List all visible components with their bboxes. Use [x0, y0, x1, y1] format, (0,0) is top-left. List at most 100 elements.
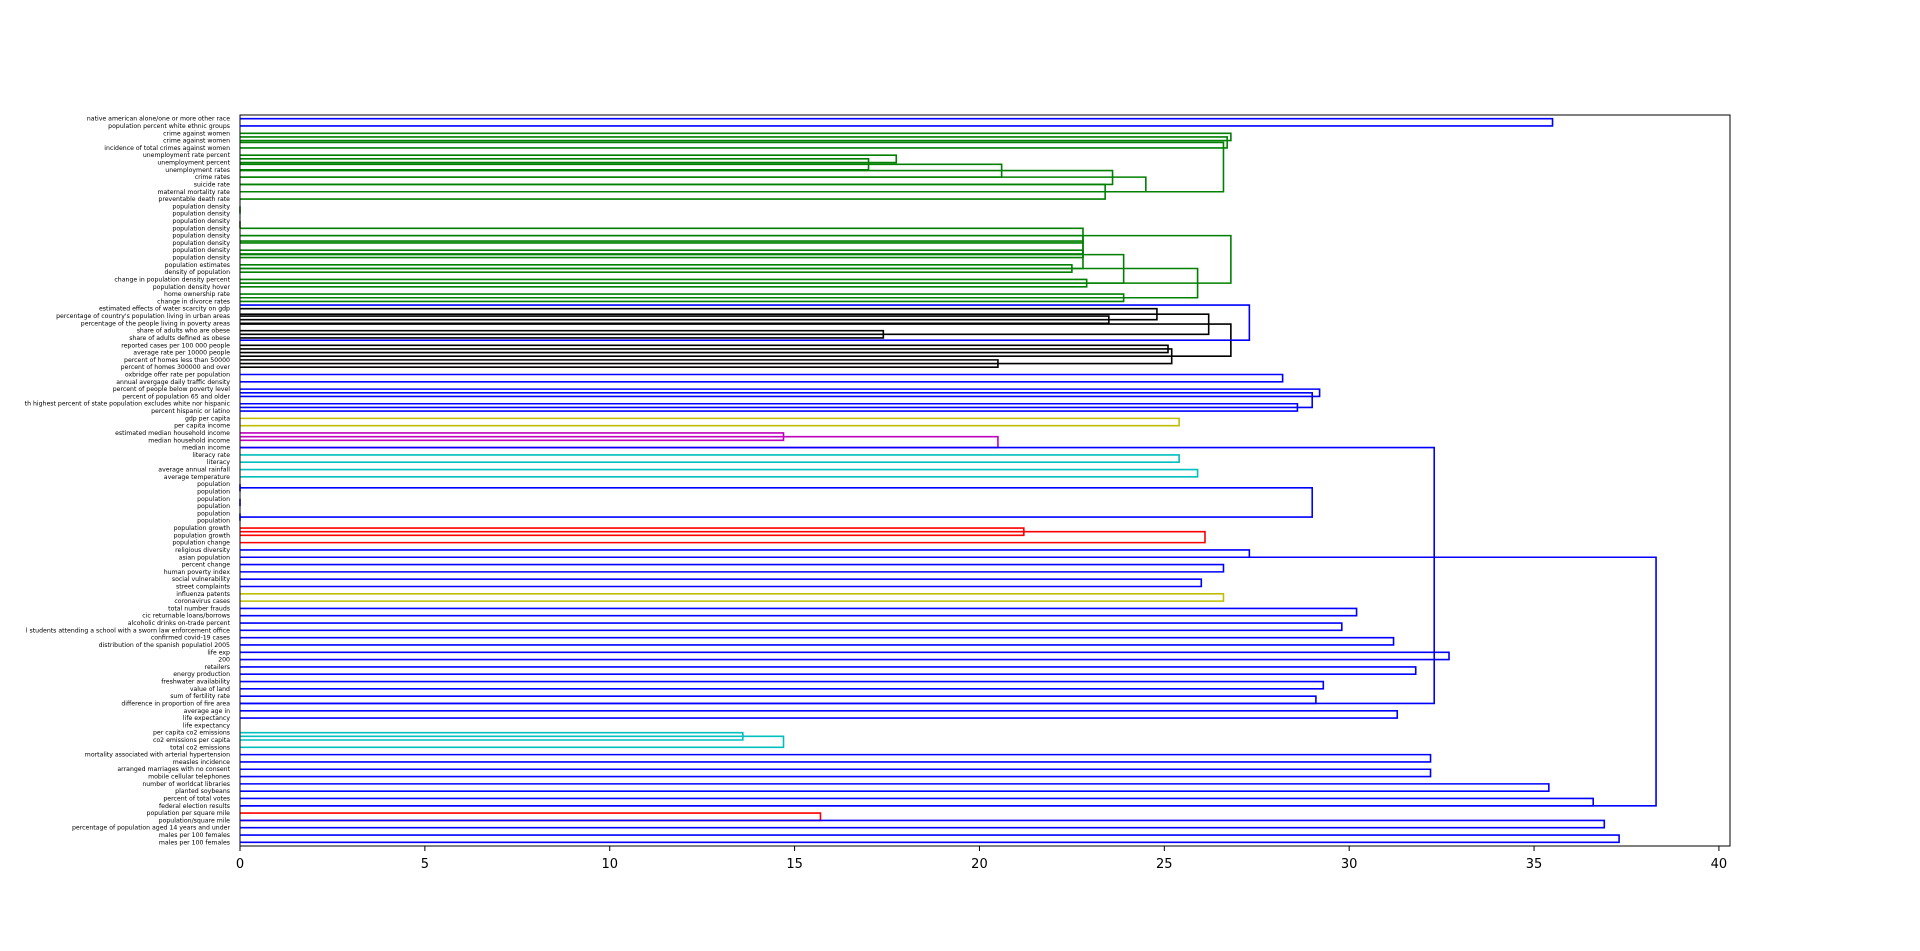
- dendrogram-links: [239, 117, 1657, 844]
- leaf-label: human poverty index: [164, 569, 231, 576]
- leaf-label: population: [197, 510, 230, 517]
- dendrogram-link: [240, 454, 1180, 464]
- dendrogram-link: [240, 132, 1232, 142]
- leaf-label: home ownership rate: [164, 291, 230, 298]
- leaf-label: percentage of country's population livin…: [56, 313, 230, 320]
- leaf-label: unemployment percent: [157, 160, 230, 167]
- dendrogram-link: [240, 487, 1314, 518]
- leaf-label: l students attending a school with a swo…: [26, 627, 230, 634]
- dendrogram-link: [240, 593, 1225, 602]
- dendrogram-link: [240, 709, 1399, 719]
- dendrogram-link: [240, 556, 1657, 807]
- dendrogram-link: [240, 797, 1594, 807]
- leaf-label: population: [197, 496, 230, 503]
- leaf-label: population growth: [174, 532, 230, 539]
- leaf-label: religious diversity: [175, 547, 230, 554]
- leaf-label: reported cases per 100 000 people: [121, 342, 230, 349]
- leaf-label: estimated effects of water scarcity on g…: [99, 306, 230, 313]
- dendrogram-link: [240, 834, 1620, 844]
- leaf-label: percentage of the people living in pover…: [81, 320, 230, 327]
- leaf-label: arranged marriages with no consent: [117, 766, 230, 773]
- leaf-label: native american alone/one or more other …: [87, 116, 230, 123]
- leaf-label: population: [197, 488, 230, 495]
- leaf-label: co2 emissions per capita: [153, 737, 230, 744]
- leaf-label: share of adults defined as obese: [129, 335, 230, 342]
- leaf-label: median household income: [148, 437, 230, 444]
- leaf-label: population change: [172, 540, 230, 547]
- leaf-label: change in divorce rates: [157, 298, 230, 305]
- leaf-label: population estimates: [165, 262, 230, 269]
- x-tick-label: 0: [236, 857, 244, 872]
- dendrogram-link: [240, 666, 1417, 676]
- leaf-label: population/square mile: [159, 817, 231, 824]
- leaf-label: energy production: [173, 671, 230, 678]
- leaf-label: life expectancy: [183, 715, 230, 722]
- dendrogram-link: [240, 117, 1554, 127]
- leaf-label: difference in proportion of fire area: [121, 700, 230, 707]
- leaf-label: literacy rate: [192, 452, 230, 459]
- leaf-label: mobile cellular telephones: [148, 774, 230, 781]
- leaf-label: change in population density percent: [114, 276, 230, 283]
- leaf-label: annual avergage daily traffic density: [116, 379, 230, 386]
- leaf-label: total number frauds: [168, 605, 230, 612]
- leaf-label: median income: [182, 445, 230, 452]
- plot-frame: [239, 114, 1731, 847]
- dendrogram-link: [240, 304, 1251, 341]
- leaf-label: confirmed covid-19 cases: [151, 635, 230, 642]
- leaf-label: per capita income: [174, 423, 230, 430]
- leaf-label: population: [197, 481, 230, 488]
- leaf-label: males per 100 females: [159, 832, 230, 839]
- dendrogram-link: [240, 549, 1251, 559]
- leaf-label: density of population: [164, 269, 230, 276]
- leaf-label: measles incidence: [173, 759, 230, 766]
- leaf-label: retailers: [205, 664, 230, 671]
- leaf-label: population percent white ethnic groups: [108, 123, 230, 130]
- dendrogram-link: [240, 636, 1395, 646]
- leaf-label: 200: [218, 657, 230, 664]
- leaf-label: life expectancy: [183, 722, 230, 729]
- leaf-label: population growth: [174, 525, 230, 532]
- dendrogram-link: [240, 819, 1606, 829]
- leaf-label: percentage of population aged 14 years a…: [72, 825, 230, 832]
- leaf-label: alcoholic drinks on-trade percent: [128, 620, 231, 627]
- dendrogram-link: [240, 783, 1550, 792]
- leaf-label: share of adults who are obese: [137, 328, 230, 335]
- leaf-label: population density: [172, 240, 230, 247]
- leaf-label: value of land: [190, 686, 230, 693]
- leaf-label: federal election results: [159, 803, 230, 810]
- leaf-label: freshwater availability: [161, 679, 230, 686]
- leaf-label: average annual rainfall: [158, 467, 230, 474]
- leaf-label: population density hover: [153, 284, 231, 291]
- dendrogram-link: [240, 141, 1225, 193]
- dendrogram-link: [240, 695, 1317, 705]
- leaf-label: total co2 emissions: [170, 744, 230, 751]
- dendrogram-link: [240, 768, 1432, 778]
- leaf-label: social vulnerability: [172, 576, 230, 583]
- x-tick-label: 40: [1711, 857, 1728, 872]
- leaf-label: population density: [172, 225, 230, 232]
- dendrogram-link: [240, 680, 1325, 690]
- x-axis: 0 5 10 15 20 25 30 35 40: [236, 846, 1727, 872]
- dendrogram-link: [240, 446, 1436, 705]
- leaf-label: planted soybeans: [175, 788, 230, 795]
- leaf-label: population density: [172, 218, 230, 225]
- leaf-label: suicide rate: [194, 181, 230, 188]
- leaf-label: gdp per capita: [185, 415, 230, 422]
- x-tick-label: 15: [786, 857, 803, 872]
- leaf-label: percent hispanic or latino: [151, 408, 230, 415]
- dendrogram-link: [240, 391, 1314, 409]
- leaf-label: sum of fertility rate: [170, 693, 230, 700]
- dendrogram-link: [240, 530, 1206, 544]
- leaf-label: population: [197, 503, 230, 510]
- leaf-label: percent of homes 300000 and over: [121, 364, 231, 371]
- leaf-label: percent of population 65 and older: [122, 393, 230, 400]
- leaf-label: estimated median household income: [115, 430, 230, 437]
- leaf-label: asian population: [179, 554, 230, 561]
- dendrogram-link: [240, 735, 785, 749]
- leaf-label: number of worldcat libraries: [142, 781, 230, 788]
- leaf-label: influenza patents: [176, 591, 230, 598]
- leaf-label: percent change: [182, 562, 231, 569]
- dendrogram-link: [240, 154, 898, 164]
- dendrogram-link: [240, 578, 1203, 588]
- leaf-label: cic returnable loans/borrows: [142, 613, 230, 620]
